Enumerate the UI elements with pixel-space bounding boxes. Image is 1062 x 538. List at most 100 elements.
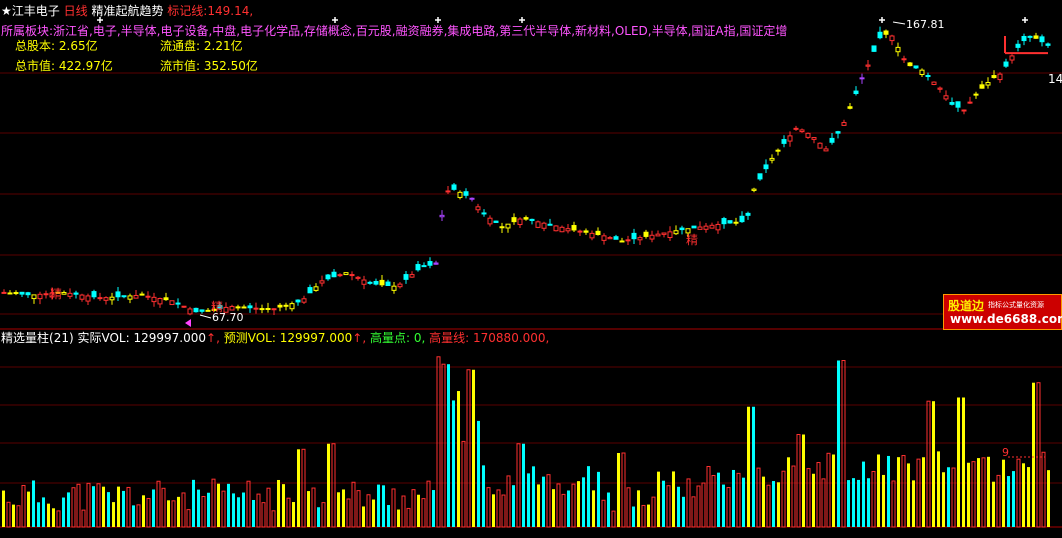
- volume-bar: [512, 485, 515, 527]
- volume-bar: [37, 502, 40, 527]
- candle-body: [877, 31, 883, 39]
- high-line-label: 高量线:: [429, 331, 470, 345]
- volume-bar: [47, 503, 50, 527]
- volume-bar: [391, 488, 396, 528]
- candle-body: [529, 218, 535, 221]
- volume-bar: [501, 494, 506, 528]
- volume-bar: [787, 457, 790, 527]
- volume-bar: [611, 510, 616, 528]
- mark-line-value: 149.14,: [207, 4, 254, 18]
- volume-bar: [796, 434, 801, 528]
- volume-bar: [102, 486, 105, 527]
- volume-bar: [632, 506, 635, 527]
- volume-bar: [86, 482, 91, 528]
- volume-bar: [901, 455, 906, 528]
- mark-line-label: 标记线:: [167, 4, 208, 18]
- candle-body: [691, 225, 697, 229]
- volume-bar: [292, 502, 295, 527]
- volume-bar: [587, 466, 590, 527]
- candle-body: [25, 292, 31, 296]
- volume-bar: [112, 502, 115, 527]
- candle-body: [31, 294, 37, 300]
- candle-body: [679, 227, 685, 231]
- volume-bar: [1012, 471, 1015, 527]
- volume-bar: [207, 492, 210, 527]
- volume-bar: [937, 451, 940, 527]
- watermark-subtitle: 指标公式量化资源: [988, 301, 1044, 309]
- volume-bar: [246, 480, 251, 528]
- volume-bar: [1047, 470, 1050, 527]
- volume-bar: [601, 499, 606, 528]
- candle-body: [661, 232, 667, 235]
- candle-body: [325, 274, 331, 280]
- volume-bar: [691, 496, 696, 528]
- candle-body: [355, 276, 361, 279]
- volume-bar: [351, 481, 356, 528]
- volume-bar: [516, 443, 521, 528]
- volume-bar: [472, 369, 475, 527]
- candle-body: [439, 214, 445, 218]
- high-price-pointer: [892, 21, 906, 25]
- candle-body: [811, 137, 817, 140]
- volume-bar: [726, 487, 731, 528]
- candle-body: [403, 274, 409, 280]
- candle-body: [703, 225, 709, 230]
- candle-body: [997, 73, 1003, 81]
- candle-body: [289, 303, 295, 310]
- volume-bar: [327, 443, 330, 527]
- volume-bar: [887, 455, 890, 527]
- volume-bar: [791, 465, 796, 528]
- candle-body: [505, 223, 511, 229]
- volume-bar: [492, 494, 495, 527]
- candle-body: [685, 228, 691, 234]
- volume-bar: [882, 474, 885, 527]
- volume-bar: [486, 487, 491, 528]
- candle-body: [619, 240, 625, 243]
- volume-bar: [832, 454, 835, 527]
- volume-bar: [401, 495, 406, 528]
- candle-body: [247, 305, 253, 309]
- time-axis-strip: [0, 528, 1062, 535]
- candle-body: [763, 164, 769, 170]
- candle-body: [301, 298, 307, 303]
- candle-body: [541, 222, 547, 229]
- volume-bar: [132, 505, 135, 527]
- candle-body: [1003, 61, 1009, 67]
- volume-bar: [81, 509, 86, 528]
- volume-bar: [532, 466, 535, 527]
- volume-bar: [857, 479, 860, 527]
- volume-bar: [277, 479, 280, 527]
- volume-bar: [1022, 463, 1025, 527]
- candle-body: [925, 75, 931, 78]
- candle-body: [469, 197, 475, 200]
- volume-bar: [342, 489, 345, 527]
- volume-bar: [96, 483, 101, 528]
- volume-bar: [686, 478, 691, 528]
- volume-bar: [992, 481, 995, 527]
- candle-body: [43, 293, 49, 296]
- volume-bar: [816, 462, 821, 528]
- volume-bar: [962, 397, 965, 527]
- candle-body: [697, 226, 703, 230]
- volume-bar: [577, 481, 580, 527]
- candle-body: [451, 184, 457, 190]
- candle-body: [637, 237, 643, 241]
- candle-body: [235, 306, 241, 309]
- period-label[interactable]: 日线: [63, 4, 88, 18]
- candle-body: [73, 292, 79, 295]
- volume-bar: [136, 504, 141, 528]
- volume-bar: [621, 452, 626, 528]
- candle-body: [853, 90, 859, 95]
- volume-bar: [777, 482, 780, 527]
- candle-body: [535, 221, 541, 228]
- volume-bar: [967, 462, 970, 527]
- volume-bar: [107, 492, 110, 527]
- candle-body: [985, 81, 991, 86]
- candle-body: [913, 65, 919, 69]
- volume-bar: [211, 478, 216, 528]
- volume-bar: [736, 472, 741, 528]
- candle-body: [883, 30, 889, 35]
- favorite-star-icon[interactable]: ★: [1, 4, 12, 18]
